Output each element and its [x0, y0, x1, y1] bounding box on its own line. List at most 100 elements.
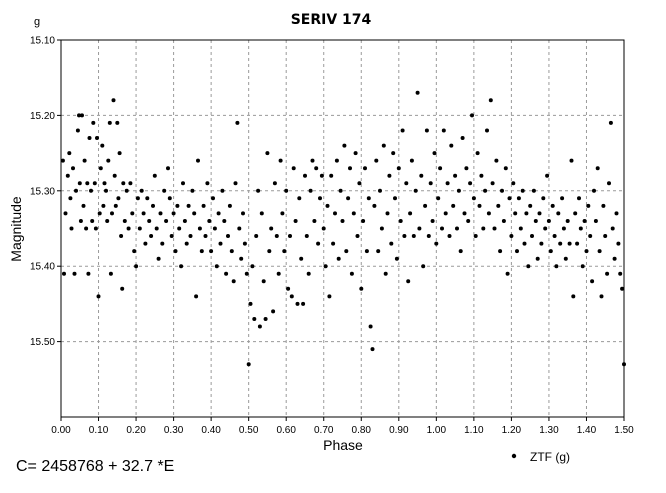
- data-point: [248, 301, 253, 306]
- data-point: [197, 226, 202, 231]
- data-point: [95, 136, 99, 140]
- data-point: [331, 241, 336, 246]
- data-point: [63, 211, 68, 216]
- data-point: [81, 203, 86, 208]
- data-point: [518, 226, 523, 231]
- data-point: [513, 211, 518, 216]
- data-point: [77, 113, 81, 118]
- data-point: [530, 234, 534, 238]
- plot-frame: [60, 39, 625, 418]
- data-point: [312, 219, 317, 223]
- x-tick-label: 0.80: [352, 425, 372, 436]
- data-point: [154, 226, 159, 231]
- data-point: [143, 241, 148, 246]
- data-point: [111, 98, 116, 103]
- data-point: [325, 203, 330, 208]
- data-point: [182, 219, 187, 223]
- data-point: [333, 211, 337, 216]
- data-point: [610, 226, 615, 231]
- data-point: [229, 249, 234, 254]
- data-point: [398, 219, 403, 223]
- data-point: [233, 181, 238, 186]
- x-tick-label: 0.20: [126, 425, 146, 436]
- data-point: [353, 151, 358, 156]
- data-point: [316, 241, 321, 246]
- data-point: [226, 234, 230, 238]
- data-point: [256, 188, 261, 193]
- data-point: [402, 234, 407, 238]
- data-point: [108, 271, 113, 276]
- data-point: [126, 226, 131, 231]
- data-point: [374, 158, 379, 163]
- ephemeris-formula: C= 2458768 + 32.7 *E: [16, 458, 175, 475]
- data-point: [90, 219, 95, 223]
- data-point: [321, 226, 326, 231]
- data-point: [550, 203, 555, 208]
- data-point: [188, 234, 193, 238]
- data-point: [561, 226, 566, 231]
- data-point: [449, 143, 454, 148]
- data-point: [462, 211, 467, 216]
- data-point: [391, 151, 396, 156]
- data-point: [537, 211, 542, 216]
- data-point: [383, 271, 388, 276]
- data-point: [554, 264, 559, 269]
- data-point: [151, 203, 155, 208]
- data-point: [164, 219, 169, 223]
- data-point: [209, 249, 214, 254]
- data-point: [257, 324, 262, 329]
- data-point: [372, 203, 377, 208]
- data-point: [447, 234, 452, 238]
- data-point: [393, 196, 397, 201]
- data-point: [87, 136, 92, 140]
- data-point: [106, 158, 111, 163]
- data-point: [486, 211, 491, 216]
- data-point: [259, 211, 264, 216]
- data-point: [192, 211, 197, 216]
- data-point: [601, 203, 606, 208]
- data-point: [470, 113, 474, 118]
- data-point: [239, 256, 244, 261]
- data-point: [205, 181, 210, 186]
- data-point: [130, 211, 135, 216]
- data-point: [558, 241, 563, 246]
- data-point: [214, 264, 219, 269]
- data-point: [60, 158, 65, 163]
- data-point: [419, 173, 424, 178]
- data-point: [588, 234, 593, 238]
- data-point: [608, 120, 613, 125]
- data-point: [378, 188, 382, 193]
- data-point: [112, 173, 117, 178]
- data-point: [65, 173, 70, 178]
- data-point: [167, 196, 172, 201]
- data-point: [492, 226, 497, 231]
- data-point: [288, 234, 292, 238]
- data-point: [366, 196, 371, 201]
- x-axis-ticks: 0.00 0.10 0.20 0.30 0.40 0.50 0.60 0.70 0.80 0.90…: [51, 417, 634, 436]
- data-point: [595, 166, 600, 171]
- data-point: [473, 234, 478, 238]
- data-point: [169, 234, 174, 238]
- data-point: [160, 241, 165, 246]
- data-point: [432, 151, 437, 156]
- data-point: [115, 120, 120, 125]
- data-point: [190, 188, 195, 193]
- data-point: [110, 211, 114, 216]
- data-point: [471, 196, 476, 201]
- data-point: [299, 256, 304, 261]
- data-point: [272, 181, 277, 186]
- data-point: [250, 264, 255, 269]
- data-point: [104, 188, 108, 193]
- data-point: [96, 294, 101, 299]
- data-point: [156, 256, 161, 261]
- data-point: [364, 249, 369, 254]
- data-point: [571, 294, 576, 299]
- data-point: [456, 188, 461, 193]
- data-point: [597, 249, 602, 254]
- data-point: [563, 256, 568, 261]
- x-tick-label: 1.00: [427, 425, 447, 436]
- data-point: [578, 226, 583, 231]
- data-point: [543, 226, 548, 231]
- data-point: [507, 196, 512, 201]
- data-point: [119, 234, 124, 238]
